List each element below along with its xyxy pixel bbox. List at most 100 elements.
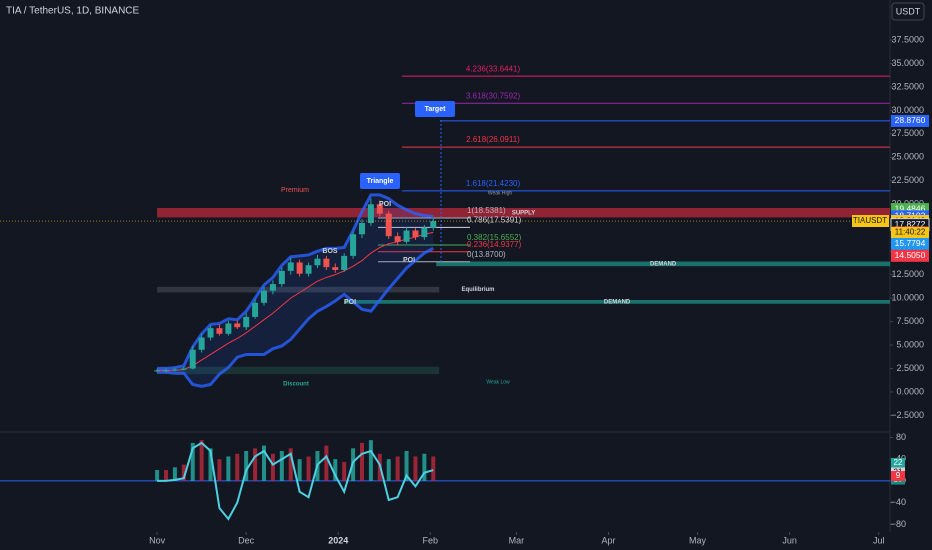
y-tick-label: 7.5000 <box>896 316 924 326</box>
fib-label: 0.786(17.5391) <box>467 215 522 224</box>
countdown-badge <box>891 227 929 239</box>
candle-body <box>358 223 365 235</box>
candle-body <box>171 369 178 371</box>
candle-body <box>225 323 232 334</box>
y-tick-label: 5.0000 <box>896 339 924 349</box>
x-tick-label: Nov <box>149 535 166 545</box>
fib-label: 1.618(21.4230) <box>466 179 521 188</box>
y-tick-label: 2.5000 <box>896 363 924 373</box>
osc-bar <box>253 448 258 481</box>
zone <box>344 299 890 304</box>
candle-body <box>421 227 428 238</box>
x-tick-label: Mar <box>509 535 525 545</box>
candle-body <box>296 262 303 274</box>
y-tick-label: 37.5000 <box>891 34 924 44</box>
x-tick-label: May <box>689 535 707 545</box>
candle-body <box>350 234 357 256</box>
fib-label: 4.236(33.6441) <box>466 64 521 73</box>
annotation: POI <box>379 201 391 208</box>
osc-badge-label: 9 <box>896 471 901 480</box>
osc-bar <box>262 445 267 481</box>
annotation: POI <box>344 299 356 306</box>
osc-tick-label: −40 <box>891 497 906 507</box>
candle-body <box>332 267 339 270</box>
zone-label: DEMAND <box>650 261 677 267</box>
annotation: Target <box>425 106 447 113</box>
zone-label: DEMAND <box>604 299 631 305</box>
annotation-badge <box>415 101 455 117</box>
osc-badge <box>891 457 905 468</box>
price-badge-label: 19.4846 <box>895 203 926 213</box>
price-badge <box>891 249 929 262</box>
x-tick-label: Dec <box>238 535 255 545</box>
osc-bar <box>342 461 347 481</box>
candle-body <box>394 236 401 242</box>
osc-bar <box>324 445 329 481</box>
annotation: Triangle <box>367 178 394 185</box>
osc-bar <box>208 448 213 481</box>
countdown: 11:40:22 <box>895 228 926 237</box>
fib-label: 2.618(26.0911) <box>466 135 520 144</box>
zone <box>157 366 440 375</box>
fib-label: 0(13.8700) <box>467 250 506 259</box>
osc-bar <box>333 459 338 481</box>
candle-body <box>430 221 437 228</box>
osc-bar <box>422 453 427 481</box>
annotation: Premium <box>281 187 309 194</box>
candle-body <box>207 328 214 338</box>
osc-bar <box>226 456 231 481</box>
candle-body <box>180 368 187 370</box>
osc-bar <box>270 453 275 481</box>
basis-line <box>157 231 434 371</box>
x-tick-label: Jun <box>782 535 797 545</box>
candle-body <box>341 255 348 270</box>
zone-label: Discount <box>283 382 309 388</box>
candle-body <box>412 230 419 238</box>
osc-bar <box>217 459 222 481</box>
currency-button[interactable] <box>891 2 925 21</box>
fib-label: 0.236(14.9377) <box>467 240 522 249</box>
y-tick-label: 27.5000 <box>891 128 924 138</box>
annotation: Weak Low <box>486 379 510 385</box>
candle-body <box>163 370 170 372</box>
y-tick-label: 12.5000 <box>891 269 924 279</box>
candle-body <box>243 316 250 328</box>
x-tick-label: Jul <box>873 535 885 545</box>
candle-body <box>323 258 330 268</box>
candle-body <box>269 284 276 291</box>
x-tick-label: Apr <box>601 535 615 545</box>
osc-bar <box>368 440 373 481</box>
annotation: BOS <box>322 248 338 255</box>
band-line <box>157 193 434 371</box>
candle-body <box>385 213 392 237</box>
annotation: Weak High <box>488 190 513 196</box>
chart-title: TIA / TetherUS, 1D, BINANCE <box>6 6 140 17</box>
band-line <box>157 247 434 388</box>
candle-body <box>314 258 321 266</box>
symbol-label: TIAUSDT <box>853 216 887 225</box>
zone <box>436 261 890 267</box>
price-badge <box>891 114 929 127</box>
y-tick-label: 35.0000 <box>891 58 924 68</box>
candle-body <box>305 265 312 274</box>
candle-body <box>403 230 410 242</box>
zone-label: SUPPLY <box>512 210 535 216</box>
currency-label[interactable]: USDT <box>896 6 921 16</box>
fib-label: 3.618(30.7592) <box>466 91 521 100</box>
annotation: POI <box>403 257 415 264</box>
y-tick-label: 22.5000 <box>891 175 924 185</box>
x-tick-label: 2024 <box>328 535 348 545</box>
osc-bar <box>244 451 249 481</box>
fib-label: 0.382(15.6552) <box>467 233 522 242</box>
band-fill <box>157 194 434 387</box>
candle-body <box>287 262 294 271</box>
osc-line <box>157 441 434 521</box>
osc-bar <box>386 459 391 481</box>
y-tick-label: 25.0000 <box>891 152 924 162</box>
osc-bar <box>413 456 418 481</box>
candle-body <box>261 290 268 303</box>
osc-bar <box>288 448 293 481</box>
price-badge-label: 28.8760 <box>895 115 926 125</box>
